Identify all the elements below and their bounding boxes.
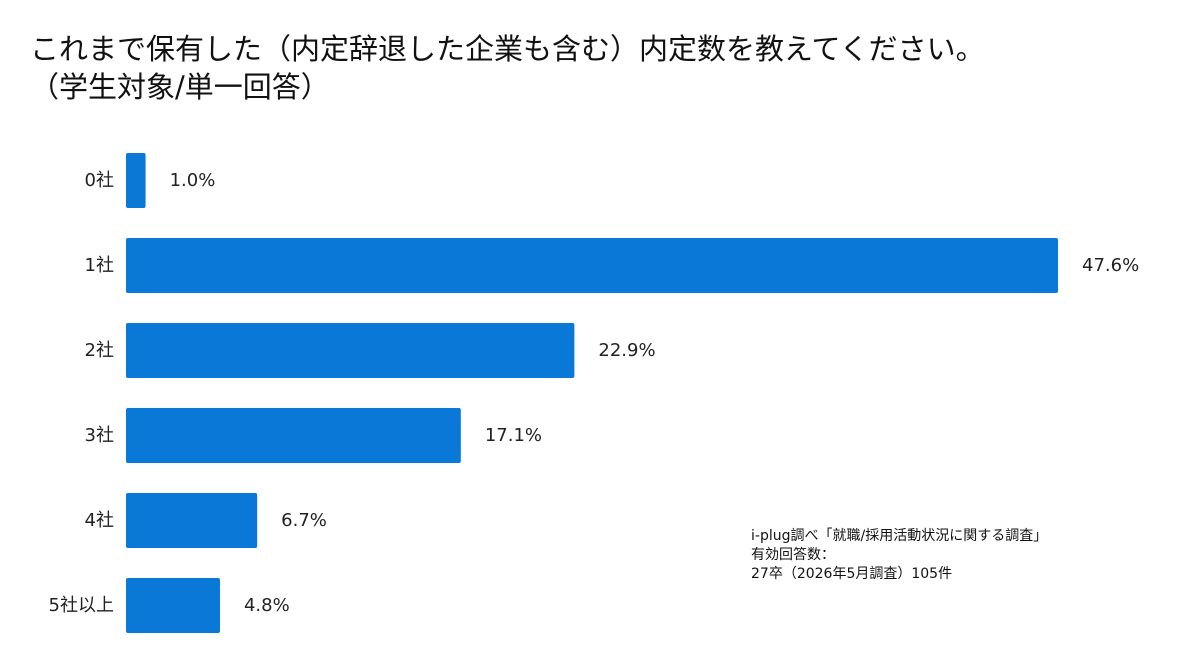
- bar: [126, 408, 461, 463]
- value-label: 4.8%: [244, 595, 290, 616]
- source-note: i-plug調べ「就職/採用活動状況に関する調査」 有効回答数： 27卒（202…: [751, 527, 1047, 584]
- value-label: 6.7%: [281, 510, 327, 531]
- category-label: 2社: [85, 340, 114, 361]
- bar: [126, 323, 575, 378]
- value-label: 1.0%: [170, 170, 216, 191]
- category-label: 4社: [85, 510, 114, 531]
- source-note-line-3: 27卒（2026年5月調査）105件: [751, 566, 953, 582]
- chart-title-line-2: （学生対象/単一回答）: [30, 70, 330, 104]
- category-label: 0社: [85, 170, 114, 191]
- value-label: 47.6%: [1082, 255, 1139, 276]
- value-label: 17.1%: [485, 425, 542, 446]
- bar: [126, 578, 220, 633]
- category-label: 1社: [85, 255, 114, 276]
- source-note-line-1: i-plug調べ「就職/採用活動状況に関する調査」: [751, 528, 1048, 544]
- bar: [126, 238, 1058, 293]
- chart-title-line-1: これまで保有した（内定辞退した企業も含む）内定数を教えてください。: [30, 32, 985, 66]
- source-note-line-2: 有効回答数：: [751, 547, 835, 563]
- category-label: 5社以上: [49, 595, 114, 616]
- bar: [126, 153, 146, 208]
- chart-title: これまで保有した（内定辞退した企業も含む）内定数を教えてください。 （学生対象/…: [30, 30, 1170, 106]
- bar: [126, 493, 258, 548]
- value-label: 22.9%: [598, 340, 655, 361]
- category-label: 3社: [85, 425, 114, 446]
